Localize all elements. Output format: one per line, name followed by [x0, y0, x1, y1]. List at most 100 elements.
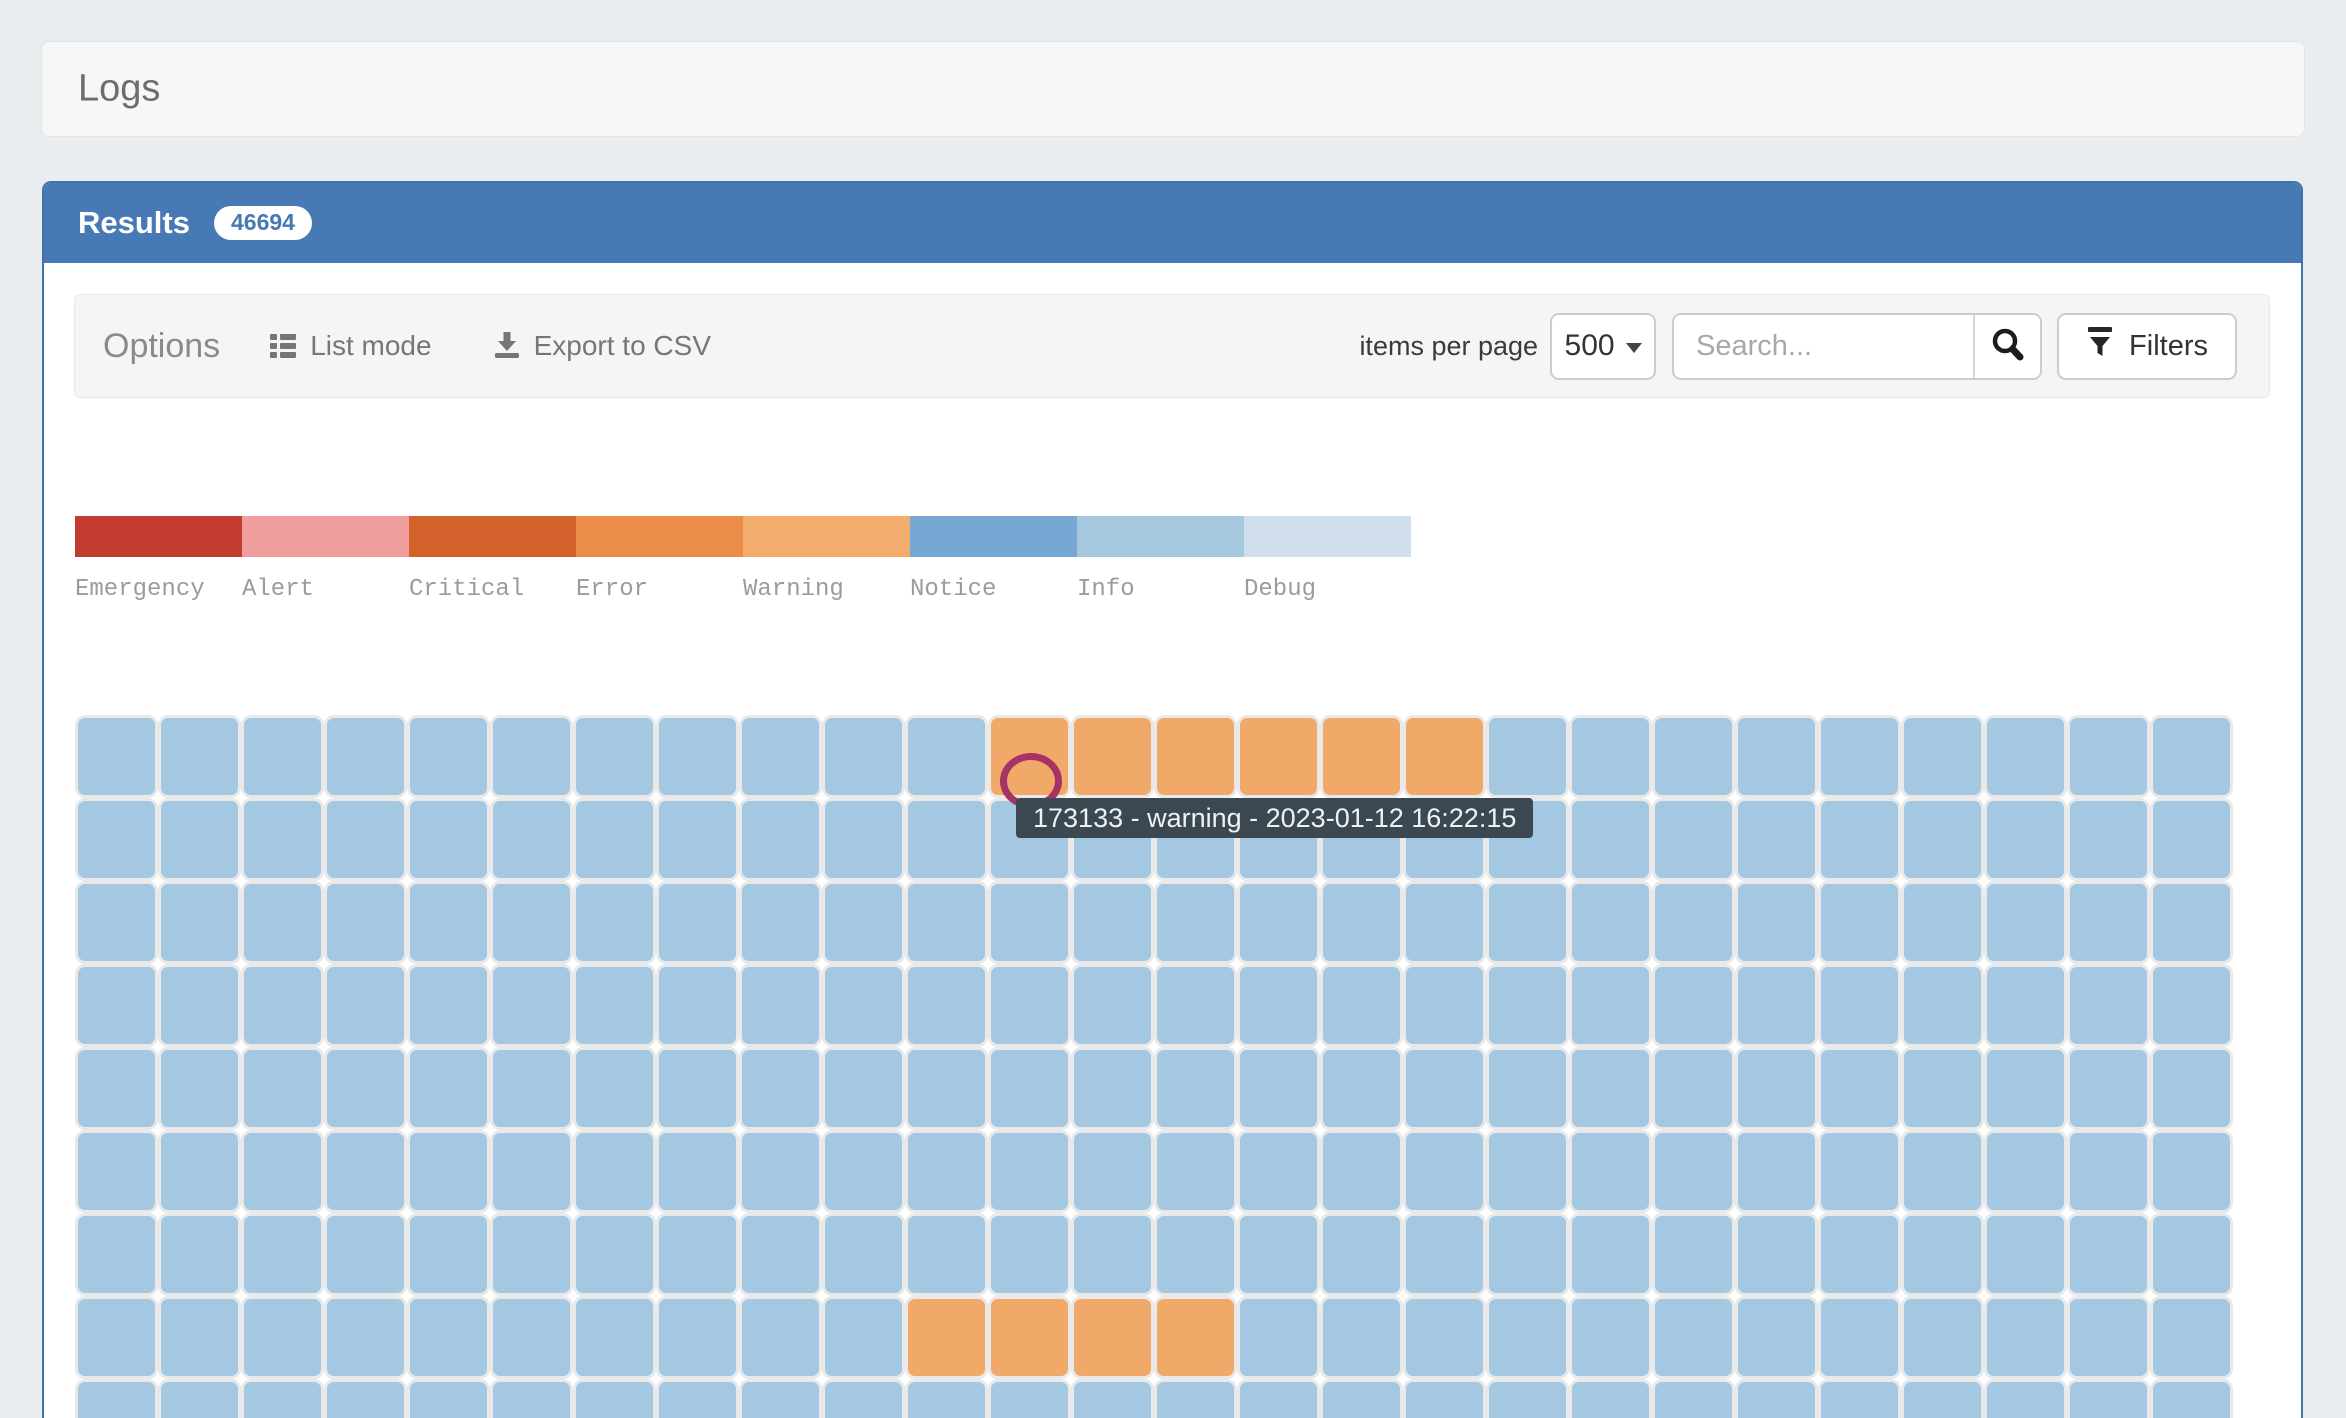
page-size-select[interactable]: 500: [1550, 312, 1657, 380]
list-mode-button[interactable]: List mode: [270, 330, 432, 362]
heatmap-cell-info[interactable]: [1486, 1130, 1569, 1213]
heatmap-cell-info[interactable]: [905, 1213, 988, 1296]
heatmap-cell-info[interactable]: [1237, 1130, 1320, 1213]
heatmap-cell-info[interactable]: [1486, 1047, 1569, 1130]
heatmap-cell-info[interactable]: [75, 1379, 158, 1418]
heatmap-cell-info[interactable]: [656, 964, 739, 1047]
heatmap-cell-warning[interactable]: [988, 1296, 1071, 1379]
heatmap-cell-info[interactable]: [490, 881, 573, 964]
heatmap-cell-info[interactable]: [2067, 798, 2150, 881]
heatmap-cell-info[interactable]: [490, 1213, 573, 1296]
heatmap-cell-info[interactable]: [2067, 1213, 2150, 1296]
heatmap-cell-info[interactable]: [1154, 1213, 1237, 1296]
heatmap-cell-info[interactable]: [1237, 881, 1320, 964]
heatmap-cell-info[interactable]: [1652, 798, 1735, 881]
heatmap-cell-info[interactable]: [407, 1047, 490, 1130]
heatmap-cell-info[interactable]: [75, 1047, 158, 1130]
heatmap-cell-info[interactable]: [1984, 715, 2067, 798]
heatmap-cell-info[interactable]: [324, 1379, 407, 1418]
heatmap-cell-info[interactable]: [490, 798, 573, 881]
heatmap-cell-info[interactable]: [407, 881, 490, 964]
heatmap-cell-info[interactable]: [1569, 1130, 1652, 1213]
heatmap-cell-info[interactable]: [407, 1379, 490, 1418]
heatmap-cell-info[interactable]: [75, 715, 158, 798]
heatmap-cell-info[interactable]: [1154, 881, 1237, 964]
heatmap-cell-info[interactable]: [324, 1296, 407, 1379]
heatmap-cell-info[interactable]: [1320, 964, 1403, 1047]
heatmap-cell-info[interactable]: [490, 1379, 573, 1418]
heatmap-cell-info[interactable]: [2150, 881, 2233, 964]
heatmap-cell-info[interactable]: [1071, 1047, 1154, 1130]
heatmap-cell-info[interactable]: [739, 1047, 822, 1130]
heatmap-cell-info[interactable]: [1818, 1130, 1901, 1213]
heatmap-cell-info[interactable]: [905, 1130, 988, 1213]
heatmap-cell-info[interactable]: [739, 964, 822, 1047]
heatmap-cell-info[interactable]: [1071, 1379, 1154, 1418]
heatmap-cell-info[interactable]: [2067, 1379, 2150, 1418]
heatmap-cell-info[interactable]: [2150, 1379, 2233, 1418]
heatmap-cell-info[interactable]: [739, 1130, 822, 1213]
heatmap-cell-info[interactable]: [1901, 1047, 1984, 1130]
heatmap-cell-info[interactable]: [656, 1296, 739, 1379]
heatmap-cell-info[interactable]: [407, 964, 490, 1047]
heatmap-cell-info[interactable]: [656, 798, 739, 881]
heatmap-cell-info[interactable]: [1818, 881, 1901, 964]
heatmap-cell-info[interactable]: [241, 798, 324, 881]
heatmap-cell-info[interactable]: [739, 798, 822, 881]
heatmap-cell-info[interactable]: [988, 1130, 1071, 1213]
heatmap-cell-info[interactable]: [656, 715, 739, 798]
heatmap-cell-info[interactable]: [324, 964, 407, 1047]
heatmap-cell-info[interactable]: [573, 1047, 656, 1130]
heatmap-cell-info[interactable]: [1486, 1213, 1569, 1296]
heatmap-cell-info[interactable]: [241, 715, 324, 798]
heatmap-cell-info[interactable]: [1403, 1296, 1486, 1379]
heatmap-cell-info[interactable]: [1403, 964, 1486, 1047]
heatmap-cell-info[interactable]: [1154, 1379, 1237, 1418]
heatmap-cell-info[interactable]: [1735, 1379, 1818, 1418]
heatmap-cell-info[interactable]: [1818, 798, 1901, 881]
heatmap-cell-info[interactable]: [241, 964, 324, 1047]
heatmap-cell-info[interactable]: [241, 1047, 324, 1130]
heatmap-cell-info[interactable]: [2067, 1047, 2150, 1130]
filters-button[interactable]: Filters: [2057, 312, 2237, 380]
heatmap-cell-info[interactable]: [490, 1296, 573, 1379]
heatmap-cell-info[interactable]: [1320, 1296, 1403, 1379]
heatmap-cell-info[interactable]: [1237, 1296, 1320, 1379]
search-input[interactable]: [1674, 314, 1974, 378]
heatmap-cell-info[interactable]: [158, 798, 241, 881]
heatmap-cell-info[interactable]: [324, 1130, 407, 1213]
heatmap-cell-info[interactable]: [988, 1379, 1071, 1418]
heatmap-cell-info[interactable]: [1901, 1379, 1984, 1418]
heatmap-cell-warning[interactable]: [1403, 715, 1486, 798]
heatmap-cell-info[interactable]: [407, 1296, 490, 1379]
heatmap-cell-info[interactable]: [1569, 881, 1652, 964]
heatmap-cell-info[interactable]: [1818, 964, 1901, 1047]
heatmap-cell-info[interactable]: [2067, 881, 2150, 964]
heatmap-cell-info[interactable]: [407, 715, 490, 798]
heatmap-cell-info[interactable]: [905, 798, 988, 881]
heatmap-cell-info[interactable]: [1486, 881, 1569, 964]
heatmap-cell-info[interactable]: [2150, 964, 2233, 1047]
heatmap-cell-info[interactable]: [905, 964, 988, 1047]
heatmap-cell-info[interactable]: [1818, 1296, 1901, 1379]
heatmap-cell-info[interactable]: [1071, 881, 1154, 964]
heatmap-cell-info[interactable]: [2150, 1130, 2233, 1213]
heatmap-cell-warning[interactable]: [1154, 1296, 1237, 1379]
heatmap-cell-info[interactable]: [1403, 1213, 1486, 1296]
heatmap-cell-info[interactable]: [573, 1379, 656, 1418]
heatmap-cell-info[interactable]: [1154, 1130, 1237, 1213]
heatmap-cell-info[interactable]: [988, 1213, 1071, 1296]
heatmap-cell-info[interactable]: [1652, 715, 1735, 798]
heatmap-cell-warning[interactable]: [988, 715, 1071, 798]
heatmap-cell-info[interactable]: [75, 798, 158, 881]
heatmap-cell-info[interactable]: [1901, 1213, 1984, 1296]
heatmap-cell-info[interactable]: [822, 798, 905, 881]
heatmap-cell-warning[interactable]: [1154, 715, 1237, 798]
export-csv-button[interactable]: Export to CSV: [494, 330, 711, 362]
heatmap-cell-info[interactable]: [75, 964, 158, 1047]
heatmap-cell-info[interactable]: [1486, 1379, 1569, 1418]
heatmap-cell-info[interactable]: [241, 1130, 324, 1213]
heatmap-cell-info[interactable]: [1071, 1130, 1154, 1213]
heatmap-cell-info[interactable]: [1984, 1379, 2067, 1418]
heatmap-cell-info[interactable]: [2067, 1296, 2150, 1379]
